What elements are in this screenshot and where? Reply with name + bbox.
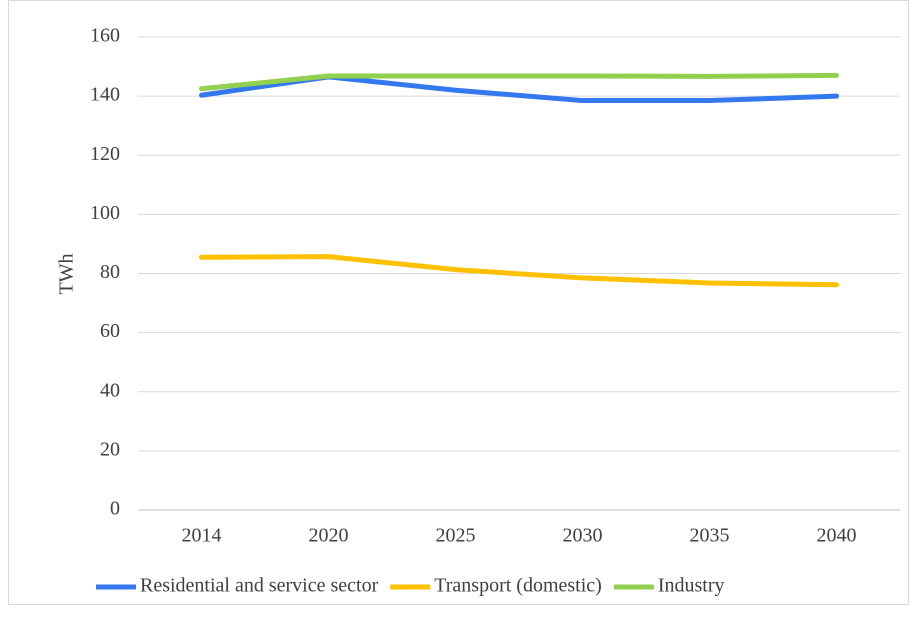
y-tick-label: 140 — [90, 84, 120, 106]
x-tick-label: 2040 — [817, 525, 857, 547]
legend-label: Transport (domestic) — [434, 575, 602, 597]
series-line — [199, 254, 839, 288]
y-tick-label: 80 — [100, 261, 120, 283]
y-tick-label: 40 — [100, 379, 120, 401]
x-tick-label: 2035 — [690, 525, 730, 547]
x-tick-label: 2025 — [436, 525, 476, 547]
x-tick-label: 2014 — [182, 525, 222, 547]
y-tick-label: 160 — [90, 25, 120, 47]
y-axis-label: TWh — [56, 253, 78, 294]
series-line — [199, 72, 839, 92]
x-tick-label: 2030 — [563, 525, 603, 547]
y-tick-label: 120 — [90, 143, 120, 165]
y-tick-label: 0 — [110, 498, 120, 520]
x-tick-label: 2020 — [309, 525, 349, 547]
legend-label: Residential and service sector — [140, 575, 379, 597]
y-tick-label: 100 — [90, 202, 120, 224]
legend-label: Industry — [658, 575, 725, 597]
y-tick-label: 20 — [100, 438, 120, 460]
y-tick-label: 60 — [100, 320, 120, 342]
